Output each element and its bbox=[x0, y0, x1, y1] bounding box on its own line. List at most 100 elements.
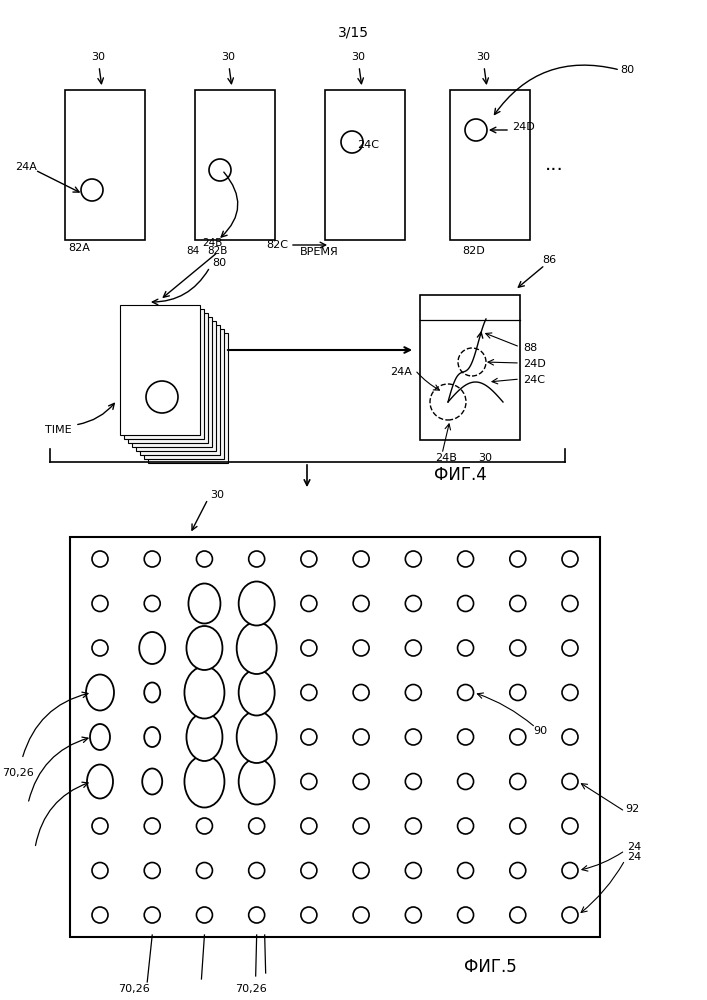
Circle shape bbox=[457, 684, 474, 700]
Bar bbox=[144, 329, 224, 459]
Bar bbox=[195, 90, 275, 240]
Text: 24C: 24C bbox=[357, 140, 379, 150]
Circle shape bbox=[144, 907, 160, 923]
Text: 70,26: 70,26 bbox=[118, 984, 150, 994]
Circle shape bbox=[353, 774, 369, 790]
Bar bbox=[450, 90, 530, 240]
Circle shape bbox=[457, 729, 474, 745]
Text: 24B: 24B bbox=[435, 453, 457, 463]
Text: 3/15: 3/15 bbox=[337, 25, 368, 39]
Text: 30: 30 bbox=[91, 52, 105, 62]
Circle shape bbox=[562, 640, 578, 656]
Circle shape bbox=[341, 131, 363, 153]
Circle shape bbox=[301, 684, 317, 700]
Text: ...: ... bbox=[545, 155, 563, 174]
Circle shape bbox=[144, 595, 160, 611]
Circle shape bbox=[510, 729, 526, 745]
Circle shape bbox=[405, 774, 421, 790]
Ellipse shape bbox=[237, 711, 276, 763]
Bar bbox=[148, 333, 228, 463]
Circle shape bbox=[92, 907, 108, 923]
Circle shape bbox=[405, 551, 421, 567]
Circle shape bbox=[457, 862, 474, 879]
Circle shape bbox=[353, 640, 369, 656]
Circle shape bbox=[465, 119, 487, 141]
Circle shape bbox=[457, 640, 474, 656]
Text: 24D: 24D bbox=[512, 122, 534, 132]
Circle shape bbox=[144, 862, 160, 879]
Text: 30: 30 bbox=[210, 490, 224, 500]
Ellipse shape bbox=[189, 584, 221, 624]
Circle shape bbox=[405, 640, 421, 656]
Circle shape bbox=[353, 595, 369, 611]
Circle shape bbox=[197, 818, 212, 834]
Bar bbox=[140, 325, 220, 455]
Ellipse shape bbox=[144, 727, 160, 747]
Circle shape bbox=[301, 640, 317, 656]
Text: 24D: 24D bbox=[523, 359, 546, 369]
Circle shape bbox=[457, 551, 474, 567]
Circle shape bbox=[301, 818, 317, 834]
Text: 30: 30 bbox=[476, 52, 490, 62]
Bar bbox=[325, 90, 405, 240]
Circle shape bbox=[353, 907, 369, 923]
Circle shape bbox=[209, 159, 231, 181]
Circle shape bbox=[301, 774, 317, 790]
Text: 82D: 82D bbox=[462, 246, 485, 256]
Circle shape bbox=[457, 774, 474, 790]
Circle shape bbox=[301, 862, 317, 879]
Circle shape bbox=[92, 862, 108, 879]
Circle shape bbox=[353, 551, 369, 567]
Circle shape bbox=[405, 862, 421, 879]
Circle shape bbox=[562, 818, 578, 834]
Circle shape bbox=[405, 684, 421, 700]
Circle shape bbox=[353, 684, 369, 700]
Bar bbox=[70, 537, 600, 937]
Bar bbox=[136, 321, 216, 451]
Text: 80: 80 bbox=[212, 258, 226, 268]
Text: 24: 24 bbox=[627, 842, 641, 852]
Ellipse shape bbox=[239, 582, 274, 626]
Circle shape bbox=[562, 907, 578, 923]
Text: TIME: TIME bbox=[45, 425, 71, 435]
Circle shape bbox=[92, 551, 108, 567]
Text: ФИГ.4: ФИГ.4 bbox=[433, 466, 486, 484]
Bar bbox=[65, 90, 145, 240]
Bar bbox=[128, 313, 208, 443]
Circle shape bbox=[144, 818, 160, 834]
Text: 24A: 24A bbox=[15, 162, 37, 172]
Circle shape bbox=[405, 729, 421, 745]
Text: 82B: 82B bbox=[207, 246, 228, 256]
Circle shape bbox=[353, 862, 369, 879]
Circle shape bbox=[510, 640, 526, 656]
Ellipse shape bbox=[139, 632, 165, 664]
Circle shape bbox=[510, 595, 526, 611]
Text: 90: 90 bbox=[534, 726, 548, 736]
Circle shape bbox=[562, 862, 578, 879]
Bar bbox=[120, 305, 200, 435]
Circle shape bbox=[510, 684, 526, 700]
Circle shape bbox=[249, 862, 264, 879]
Circle shape bbox=[457, 818, 474, 834]
Circle shape bbox=[510, 818, 526, 834]
Circle shape bbox=[562, 551, 578, 567]
Circle shape bbox=[457, 595, 474, 611]
Ellipse shape bbox=[144, 682, 160, 702]
Circle shape bbox=[146, 381, 178, 413]
Circle shape bbox=[457, 907, 474, 923]
Circle shape bbox=[562, 684, 578, 700]
Ellipse shape bbox=[239, 758, 274, 804]
Bar bbox=[132, 317, 212, 447]
Text: 88: 88 bbox=[523, 343, 537, 353]
Circle shape bbox=[92, 595, 108, 611]
Ellipse shape bbox=[239, 670, 274, 716]
Circle shape bbox=[197, 907, 212, 923]
Text: 80: 80 bbox=[620, 65, 634, 75]
Ellipse shape bbox=[87, 764, 113, 798]
Circle shape bbox=[353, 729, 369, 745]
Circle shape bbox=[510, 551, 526, 567]
Circle shape bbox=[405, 907, 421, 923]
Ellipse shape bbox=[187, 713, 223, 761]
Ellipse shape bbox=[185, 756, 224, 808]
Circle shape bbox=[301, 551, 317, 567]
